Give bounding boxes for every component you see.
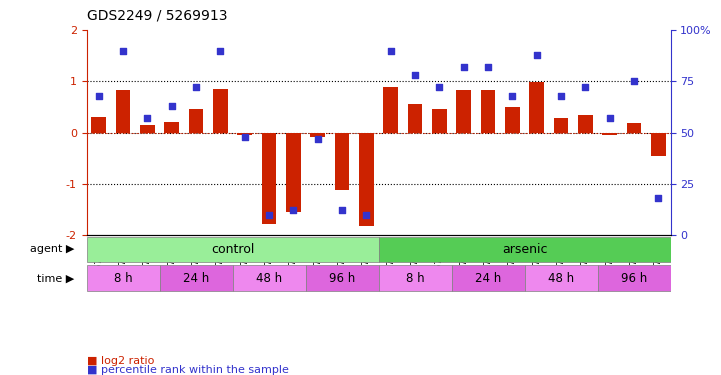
Bar (359, 132, 373, 226)
Bar (481, 90, 495, 132)
Text: control: control (211, 243, 255, 256)
Point (410, 72, 421, 78)
Text: GDS2249 / 5269913: GDS2249 / 5269913 (87, 9, 227, 22)
Bar (115, 90, 131, 132)
Point (385, 48, 397, 54)
FancyBboxPatch shape (87, 237, 379, 262)
FancyBboxPatch shape (232, 265, 306, 291)
Point (215, 48, 226, 54)
Point (628, 78, 640, 84)
Point (141, 115, 153, 121)
Point (531, 52, 542, 58)
Bar (384, 87, 398, 132)
Bar (529, 82, 544, 132)
Point (482, 64, 494, 70)
Bar (603, 132, 617, 135)
Bar (92, 117, 106, 132)
Bar (140, 125, 154, 132)
Bar (627, 123, 642, 132)
Text: 24 h: 24 h (475, 272, 501, 285)
FancyBboxPatch shape (598, 265, 671, 291)
Bar (189, 110, 203, 132)
Text: 48 h: 48 h (548, 272, 574, 285)
Text: 8 h: 8 h (114, 272, 133, 285)
Text: ■ percentile rank within the sample: ■ percentile rank within the sample (87, 365, 288, 375)
Point (604, 115, 616, 121)
FancyBboxPatch shape (159, 265, 232, 291)
Point (166, 103, 177, 109)
Text: 8 h: 8 h (406, 272, 425, 285)
Bar (213, 89, 228, 132)
Point (263, 211, 275, 217)
Text: arsenic: arsenic (502, 243, 547, 256)
FancyBboxPatch shape (87, 265, 159, 291)
Point (433, 84, 445, 90)
Point (336, 207, 348, 213)
Bar (651, 132, 665, 156)
Point (653, 195, 664, 201)
FancyBboxPatch shape (379, 265, 451, 291)
Point (555, 93, 567, 99)
Point (580, 84, 591, 90)
Point (190, 84, 202, 90)
Bar (456, 90, 471, 132)
Point (239, 134, 250, 140)
Bar (164, 122, 179, 132)
Bar (432, 110, 447, 132)
Text: 24 h: 24 h (183, 272, 209, 285)
FancyBboxPatch shape (525, 265, 598, 291)
Text: 96 h: 96 h (621, 272, 647, 285)
Bar (554, 118, 568, 132)
Bar (505, 107, 520, 132)
Bar (578, 115, 593, 132)
Point (288, 207, 299, 213)
Point (93, 93, 105, 99)
Text: agent ▶: agent ▶ (30, 244, 74, 254)
Point (118, 48, 129, 54)
Text: 96 h: 96 h (329, 272, 355, 285)
Bar (310, 132, 325, 136)
Text: time ▶: time ▶ (37, 273, 74, 283)
FancyBboxPatch shape (451, 265, 525, 291)
Point (360, 211, 372, 217)
Text: ■ log2 ratio: ■ log2 ratio (87, 356, 154, 366)
FancyBboxPatch shape (379, 237, 671, 262)
Bar (237, 132, 252, 135)
Bar (335, 132, 349, 190)
Point (312, 136, 324, 142)
FancyBboxPatch shape (306, 265, 379, 291)
Bar (408, 104, 423, 132)
Point (458, 64, 469, 70)
Point (507, 93, 518, 99)
Bar (286, 132, 301, 212)
Text: 48 h: 48 h (256, 272, 282, 285)
Bar (262, 132, 276, 224)
